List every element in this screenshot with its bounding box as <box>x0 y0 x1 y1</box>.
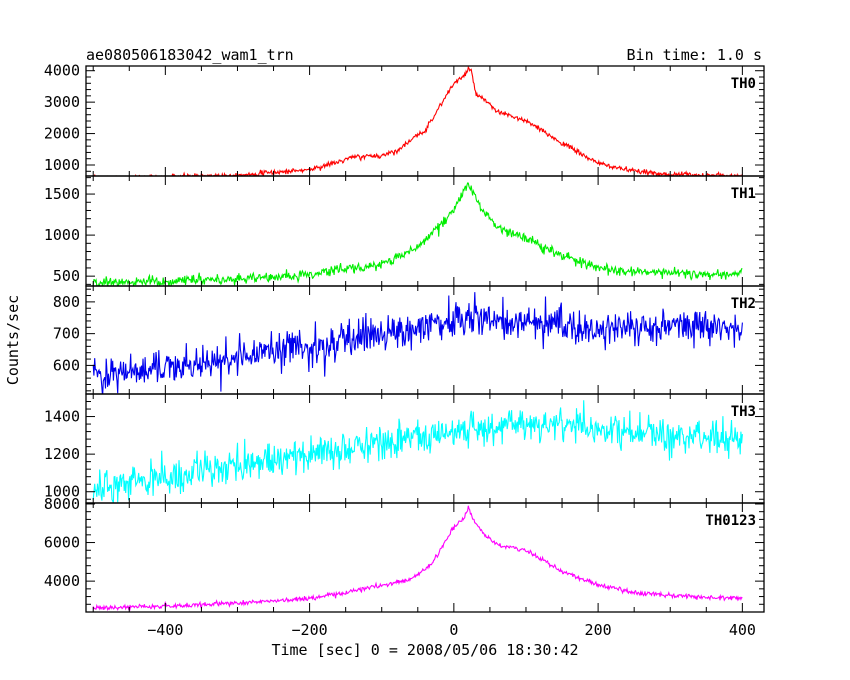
panel-th2: 600 700 800 TH2 <box>53 285 765 395</box>
bin-time-label: Bin time: 1.0 s <box>627 46 762 64</box>
series-line-th1 <box>92 182 743 286</box>
y-tick-label: 1000 <box>44 483 80 501</box>
panel-th1: 500 1000 1500 TH1 <box>44 175 765 287</box>
x-tick-label: −400 <box>147 621 183 639</box>
series-line-th0123 <box>92 505 743 612</box>
panel-frame <box>85 285 765 395</box>
y-tick-label: 800 <box>53 293 80 311</box>
panel-frame <box>85 393 765 504</box>
y-tick-label: 500 <box>53 267 80 285</box>
y-tick-label: 6000 <box>44 534 80 552</box>
series-line-th2 <box>92 292 743 394</box>
series-line-th0 <box>93 66 743 176</box>
y-tick-label: 4000 <box>44 62 80 80</box>
series-line-th3 <box>92 400 743 503</box>
y-tick-label: 1000 <box>44 226 80 244</box>
x-tick-label: 200 <box>585 621 612 639</box>
y-tick-label: 700 <box>53 325 80 343</box>
x-tick-label: 0 <box>449 621 458 639</box>
panel-th0: 1000 2000 3000 4000 TH0 <box>44 62 765 177</box>
panel-frame <box>85 65 765 177</box>
panel-label-th3: TH3 <box>731 404 756 420</box>
x-tick-label: 400 <box>729 621 756 639</box>
y-tick-label: 1000 <box>44 156 80 174</box>
y-tick-label: 2000 <box>44 125 80 143</box>
panel-frame <box>85 175 765 287</box>
x-axis-label: Time [sec] 0 = 2008/05/06 18:30:42 <box>271 641 578 659</box>
panel-th0123: 4000 6000 8000 TH0123 <box>44 495 765 613</box>
y-tick-label: 1400 <box>44 408 80 426</box>
panel-label-th2: TH2 <box>731 296 756 312</box>
y-tick-label: 8000 <box>44 495 80 513</box>
y-tick-label: 3000 <box>44 93 80 111</box>
panel-th3: 1000 1200 1400 TH3 <box>44 393 765 504</box>
y-tick-label: 1500 <box>44 185 80 203</box>
panel-label-th0123: TH0123 <box>705 513 756 529</box>
y-tick-label: 1200 <box>44 445 80 463</box>
panels: 1000 2000 3000 4000 TH0 500 1000 1500 TH1 600 700 8… <box>44 62 765 613</box>
x-tick-labels: −400 −200 0 200 400 <box>147 621 756 639</box>
y-tick-label: 4000 <box>44 572 80 590</box>
panel-label-th1: TH1 <box>731 186 756 202</box>
y-axis-label: Counts/sec <box>4 295 22 385</box>
y-tick-label: 600 <box>53 356 80 374</box>
chart-title: ae080506183042_wam1_trn <box>86 46 294 64</box>
x-tick-label: −200 <box>292 621 328 639</box>
panel-label-th0: TH0 <box>731 76 756 92</box>
panel-frame <box>85 502 765 613</box>
